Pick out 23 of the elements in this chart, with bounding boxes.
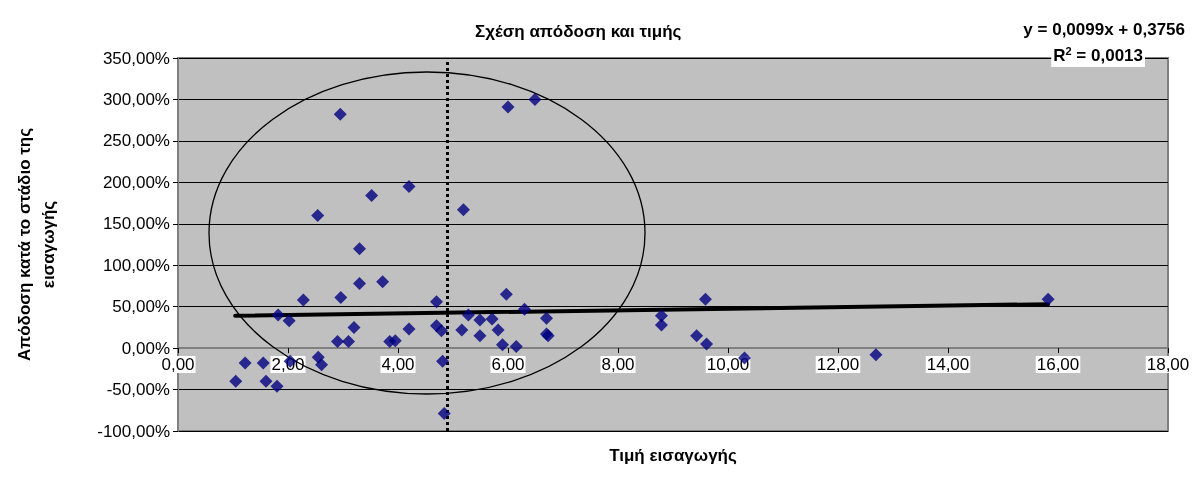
y-tick-label: 350,00% — [102, 48, 170, 68]
x-tick-label: 8,00 — [601, 355, 635, 375]
x-tick-label: 12,00 — [816, 355, 860, 375]
x-tick-label: 6,00 — [491, 355, 525, 375]
x-tick-label: 18,00 — [1146, 355, 1190, 375]
y-tick-label: -100,00% — [97, 421, 170, 441]
y-tick-label: 250,00% — [102, 131, 170, 151]
y-tick-label: 100,00% — [102, 255, 170, 275]
y-tick-label: 200,00% — [102, 172, 170, 192]
x-axis-title: Τιμή εισαγωγής — [609, 446, 737, 465]
y-tick-label: 50,00% — [112, 297, 170, 317]
y-tick-label: 150,00% — [102, 214, 170, 234]
y-tick-label: 0,00% — [121, 338, 170, 358]
text: y = 0,0099x + 0,3756 — [1023, 20, 1186, 39]
x-tick-label: 4,00 — [381, 355, 415, 375]
x-tick-label: 10,00 — [706, 355, 750, 375]
y-tick-label: -50,00% — [106, 380, 170, 400]
y-axis-title: Απόδοση κατά το στάδιο της εισαγωγής — [14, 127, 58, 362]
x-tick-label: 16,00 — [1036, 355, 1080, 375]
y-tick-label: 300,00% — [102, 89, 170, 109]
chart-title: Σχέση απόδοση και τιμής — [475, 22, 682, 41]
x-tick-label: 0,00 — [161, 355, 195, 375]
x-tick-label: 14,00 — [926, 355, 970, 375]
